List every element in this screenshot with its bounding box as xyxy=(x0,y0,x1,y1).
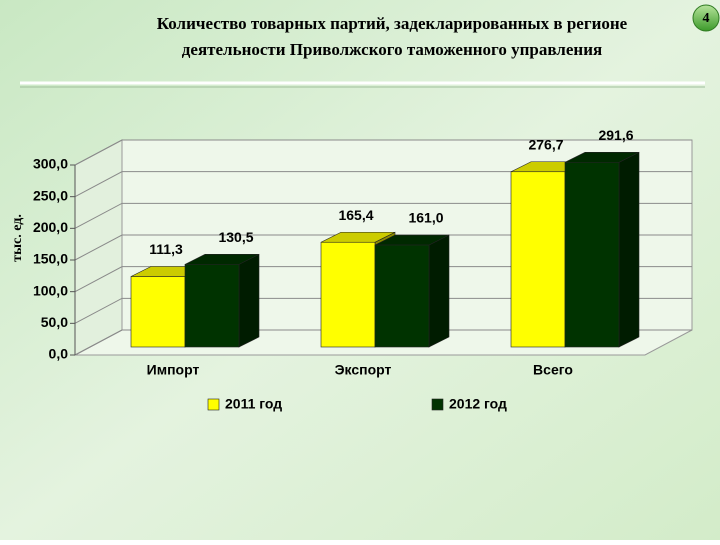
y-tick-label: 0,0 xyxy=(49,346,69,362)
bar xyxy=(184,264,240,348)
grid-line xyxy=(74,139,692,166)
bar xyxy=(374,244,430,348)
value-label: 291,6 xyxy=(598,127,633,143)
y-tick-label: 100,0 xyxy=(33,282,68,298)
bar-side xyxy=(238,253,260,348)
bar-side xyxy=(618,151,640,348)
x-tick-label: Экспорт xyxy=(335,362,392,378)
value-label: 130,5 xyxy=(218,229,253,245)
value-label: 276,7 xyxy=(528,136,563,152)
y-tick-label: 300,0 xyxy=(33,156,68,172)
y-tick-label: 50,0 xyxy=(41,314,68,330)
page-badge xyxy=(692,4,720,32)
grid-line xyxy=(74,266,692,293)
legend-swatch xyxy=(431,398,444,411)
bar xyxy=(130,276,186,348)
chart-title: деятельности Приволжского таможенного уп… xyxy=(182,40,602,59)
legend-label: 2012 год xyxy=(449,396,507,412)
x-tick-label: Всего xyxy=(533,362,573,378)
page-number: 4 xyxy=(703,11,710,26)
legend-label: 2011 год xyxy=(225,396,282,412)
y-tick-label: 150,0 xyxy=(33,251,68,267)
value-label: 161,0 xyxy=(408,210,443,226)
grid-line xyxy=(74,234,692,261)
legend-swatch xyxy=(207,398,220,411)
grid-line xyxy=(74,297,692,324)
value-label: 165,4 xyxy=(338,207,373,223)
chart-title: Количество товарных партий, задеклариров… xyxy=(157,14,628,33)
grid-line xyxy=(74,329,692,356)
value-label: 111,3 xyxy=(149,241,183,257)
bar xyxy=(564,162,620,348)
x-tick-label: Импорт xyxy=(147,362,200,378)
bar xyxy=(320,241,376,348)
y-tick-label: 250,0 xyxy=(33,187,68,203)
grid-line xyxy=(74,171,692,198)
y-tick-label: 200,0 xyxy=(33,219,68,235)
grid-line xyxy=(74,202,692,229)
bar xyxy=(510,171,566,348)
y-axis-label: тыс. ед. xyxy=(10,214,25,262)
bar-side xyxy=(428,234,450,348)
